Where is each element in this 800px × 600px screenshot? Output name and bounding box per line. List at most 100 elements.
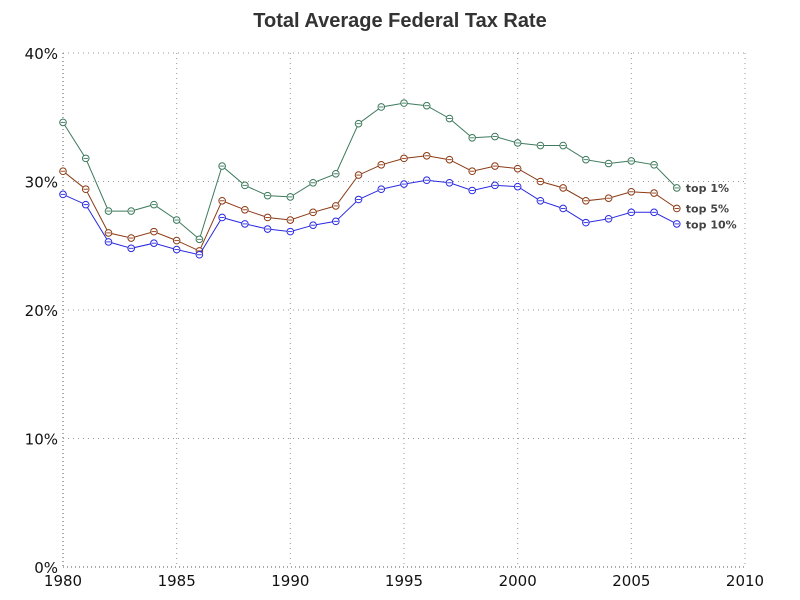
data-point	[422, 176, 431, 185]
data-point	[263, 225, 272, 233]
data-point	[332, 202, 340, 210]
data-point	[172, 236, 181, 245]
data-point	[354, 195, 363, 204]
data-point	[104, 229, 113, 237]
series-lines	[59, 99, 681, 259]
data-point	[104, 238, 113, 246]
data-point	[104, 207, 113, 215]
series-top-1	[59, 99, 681, 244]
data-point	[59, 190, 67, 199]
data-point	[59, 118, 67, 127]
y-tick-label: 0%	[34, 559, 58, 577]
series-top-5	[59, 152, 681, 255]
data-point	[582, 196, 590, 205]
data-point	[536, 141, 545, 150]
data-point	[491, 132, 499, 141]
data-point	[650, 189, 658, 197]
data-point	[491, 181, 499, 190]
data-point	[377, 103, 386, 111]
series-top-10	[59, 176, 681, 259]
data-point	[604, 214, 613, 223]
data-point	[286, 227, 295, 236]
series-label: top 10%	[686, 218, 737, 231]
series-line	[62, 179, 678, 256]
data-point	[468, 167, 477, 176]
axes	[62, 53, 745, 568]
data-point	[218, 213, 226, 222]
data-point	[377, 185, 386, 194]
data-point	[582, 218, 590, 227]
data-point	[309, 178, 317, 187]
data-point	[309, 208, 317, 217]
data-point	[81, 200, 90, 209]
data-point	[445, 114, 454, 123]
data-point	[332, 169, 340, 178]
x-tick-label: 1995	[385, 572, 423, 590]
data-point	[468, 134, 477, 142]
grid-lines	[63, 52, 746, 567]
data-point	[241, 205, 249, 214]
data-point	[332, 217, 340, 226]
data-point	[559, 141, 567, 150]
chart-title: Total Average Federal Tax Rate	[253, 10, 546, 32]
data-point	[559, 204, 567, 213]
data-point	[81, 154, 90, 163]
data-point	[513, 182, 522, 191]
data-point	[150, 200, 158, 209]
series-label: top 5%	[686, 202, 729, 215]
y-axis-ticks: 0% 10% 20% 30% 40%	[25, 45, 58, 577]
data-point	[491, 162, 499, 170]
data-point	[218, 196, 226, 205]
x-tick-label: 1980	[44, 572, 82, 590]
data-point	[400, 180, 408, 188]
data-point	[81, 185, 90, 194]
data-point	[263, 191, 272, 200]
data-point	[241, 181, 249, 190]
x-tick-label: 2005	[612, 572, 650, 590]
data-point	[513, 164, 522, 173]
data-point	[354, 171, 363, 179]
x-tick-label: 1990	[271, 572, 309, 590]
data-point	[218, 162, 226, 170]
x-axis-ticks: 1980 1985 1990 1995 2000 2005 2010	[44, 572, 764, 590]
y-tick-label: 20%	[25, 302, 58, 320]
data-point	[286, 216, 295, 224]
data-point	[445, 155, 454, 164]
data-point	[536, 177, 545, 186]
data-point	[627, 208, 636, 217]
data-point	[377, 160, 386, 169]
x-tick-label: 2010	[726, 572, 764, 590]
data-point	[445, 178, 454, 187]
data-point	[241, 220, 249, 228]
data-point	[354, 119, 363, 128]
data-point	[195, 235, 204, 244]
data-point	[627, 157, 636, 165]
data-point	[627, 187, 636, 196]
data-point	[559, 184, 567, 192]
x-tick-label: 2000	[499, 572, 537, 590]
data-point	[309, 221, 317, 229]
y-tick-label: 10%	[25, 431, 58, 449]
data-point	[150, 239, 158, 247]
data-point	[127, 234, 135, 242]
y-tick-label: 40%	[25, 45, 58, 63]
data-point	[582, 155, 590, 164]
data-point	[400, 99, 408, 107]
data-point	[673, 204, 681, 213]
data-point	[422, 101, 431, 110]
series-label: top 1%	[686, 182, 729, 195]
data-point	[263, 213, 272, 222]
data-point	[468, 186, 477, 195]
x-tick-label: 1985	[158, 572, 196, 590]
data-point	[127, 244, 135, 253]
data-point	[286, 193, 295, 201]
data-point	[400, 154, 408, 163]
data-point	[172, 245, 181, 254]
data-point	[195, 250, 204, 259]
series-line	[62, 102, 678, 241]
data-point	[536, 196, 545, 205]
data-point	[604, 194, 613, 203]
data-point	[172, 216, 181, 224]
data-point	[127, 207, 135, 215]
